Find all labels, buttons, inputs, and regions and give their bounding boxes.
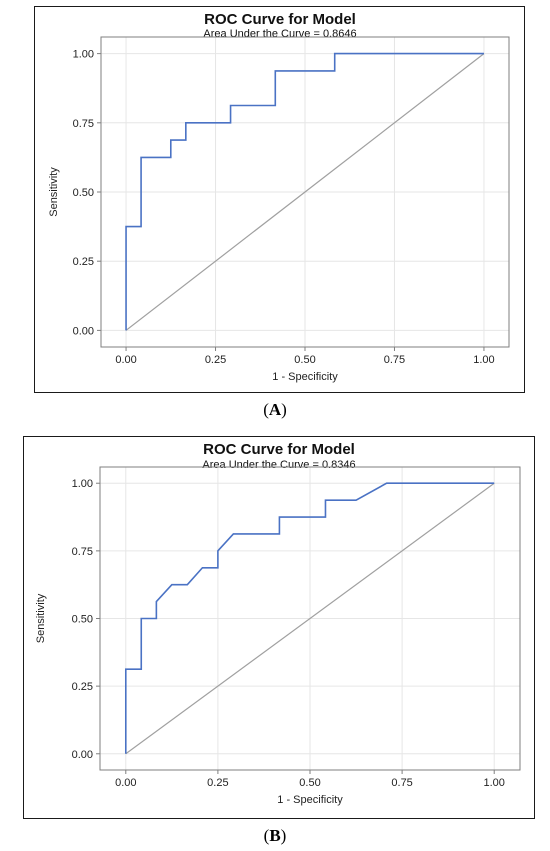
y-tick-label: 0.25 bbox=[72, 681, 93, 693]
x-tick-label: 0.75 bbox=[384, 354, 405, 366]
x-axis-label: 1 - Specificity bbox=[272, 371, 338, 383]
y-axis-label: Sensitivity bbox=[35, 593, 47, 643]
chart-title: ROC Curve for Model bbox=[203, 441, 355, 458]
chart-subtitle: Area Under the Curve = 0.8646 bbox=[203, 28, 356, 40]
caption-a: (A) bbox=[263, 400, 287, 419]
y-tick-label: 0.75 bbox=[72, 546, 93, 558]
x-tick-label: 0.00 bbox=[115, 354, 136, 366]
roc-curve-line bbox=[125, 52, 484, 331]
x-tick-label: 0.25 bbox=[205, 354, 226, 366]
x-tick-label: 0.50 bbox=[299, 777, 320, 789]
y-tick-label: 0.25 bbox=[73, 256, 94, 268]
chart-title: ROC Curve for Model bbox=[204, 11, 356, 28]
caption-b-letter: B bbox=[269, 826, 281, 845]
chart-subtitle: Area Under the Curve = 0.8346 bbox=[202, 459, 355, 471]
x-tick-label: 0.00 bbox=[115, 777, 136, 789]
x-tick-label: 0.75 bbox=[391, 777, 412, 789]
y-tick-label: 0.00 bbox=[73, 325, 94, 337]
caption-a-letter: A bbox=[268, 400, 282, 419]
caption-b: (B) bbox=[263, 826, 287, 845]
x-tick-label: 1.00 bbox=[483, 777, 504, 789]
chart-a-frame: ROC Curve for Model Area Under the Curve … bbox=[34, 6, 525, 393]
chart-b-frame: ROC Curve for Model Area Under the Curve … bbox=[23, 436, 535, 819]
x-tick-label: 0.50 bbox=[294, 354, 315, 366]
y-tick-label: 1.00 bbox=[72, 478, 93, 490]
y-tick-label: 0.50 bbox=[72, 614, 93, 626]
y-tick-label: 1.00 bbox=[73, 49, 94, 61]
y-tick-label: 0.50 bbox=[73, 187, 94, 199]
y-axis-label: Sensitivity bbox=[48, 167, 60, 217]
y-tick-label: 0.00 bbox=[72, 749, 93, 761]
y-tick-label: 0.75 bbox=[73, 118, 94, 130]
reference-diagonal-line bbox=[125, 53, 485, 331]
roc-curve-line bbox=[124, 482, 495, 754]
reference-diagonal-line bbox=[125, 482, 495, 755]
x-tick-label: 0.25 bbox=[207, 777, 228, 789]
x-axis-label: 1 - Specificity bbox=[277, 794, 343, 806]
x-tick-label: 1.00 bbox=[473, 354, 494, 366]
